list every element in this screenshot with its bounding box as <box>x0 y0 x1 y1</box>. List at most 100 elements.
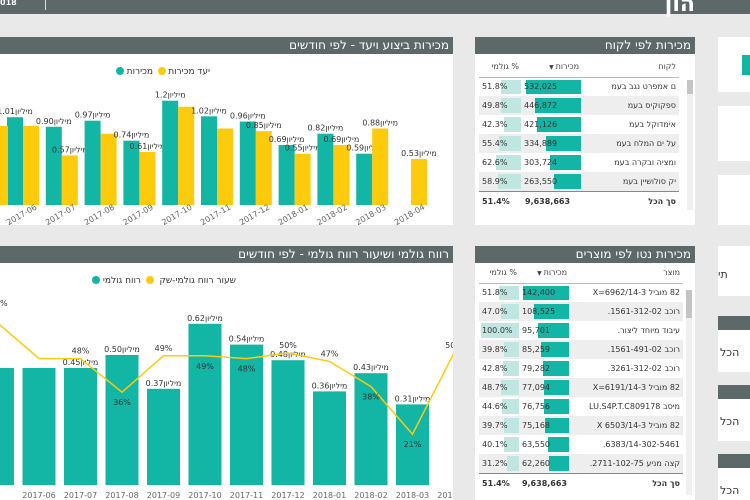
product-name-cell: עיבוד מיוחד ליצור. <box>617 326 680 335</box>
bar-gross-profit-label: 0.54מיליון <box>229 335 265 344</box>
bar-target <box>61 155 78 205</box>
bar-actual <box>201 116 217 205</box>
bar-actual-label: 0.97מיליון <box>75 111 111 120</box>
bar-actual-label: 0.59מיליון <box>346 144 382 153</box>
legend-target-label: יעד מכירות <box>168 67 210 77</box>
sales-cell: 263,550 <box>522 172 582 191</box>
total-sales: 9,638,663 <box>522 190 582 211</box>
column-header-product[interactable]: מוצר <box>570 263 683 284</box>
table-row[interactable]: יק סולושיין בעמ 263,550 58.9% <box>479 172 679 191</box>
gross-pct-value: 51.8% <box>482 82 508 92</box>
sales-value: 108,525 <box>522 307 556 316</box>
gross-pct-value: 55.4% <box>482 139 508 148</box>
gross-pct-cell: 44.6% <box>479 397 520 416</box>
column-header-sales[interactable]: מכירות ▼ <box>522 57 582 78</box>
table-row[interactable]: 82 מוביל X=6962/14-3 142,400 51.8% <box>479 283 683 302</box>
table-row[interactable]: רוכב 1561-491-02. 85,259 39.8% <box>479 340 683 359</box>
gross-pct-value: 51.8% <box>482 288 508 298</box>
legend-target-swatch <box>158 67 166 75</box>
scrollbar-thumb[interactable] <box>687 80 693 94</box>
bar-target-label: 0.85מיליון <box>246 121 282 130</box>
slicer-1[interactable]: תי <box>718 246 750 296</box>
bar-gross-profit <box>230 344 263 485</box>
table-row[interactable]: על ים המלח בעמ 334,889 55.4% <box>479 134 679 153</box>
gross-pct-value: 58.9% <box>482 176 508 186</box>
top-bar: 018 הון <box>0 0 750 17</box>
bar-actual-label: 0.96מיליון <box>230 112 266 121</box>
table-row[interactable]: ספקוקיס בעמ 446,872 49.8% <box>479 96 679 115</box>
bar-gross-profit-label: 0.48מיליון <box>270 350 306 359</box>
bar-actual <box>123 140 140 205</box>
sales-value: 532,025 <box>524 82 558 92</box>
x-tick-label: 2017-08 <box>105 491 138 500</box>
sales-value: 85,259 <box>522 345 550 354</box>
slicer-2[interactable]: הכל <box>718 316 750 372</box>
gross-pct-databar <box>504 342 519 357</box>
bar-target-label: 0.55מיליון <box>285 144 321 153</box>
bar-actual-label: 0.90מיליון <box>36 117 72 126</box>
total-sales: 9,638,663 <box>520 472 570 493</box>
legend-actual-label: מכירות <box>127 67 153 77</box>
table-row[interactable]: אימדוקל בעמ 421,126 42.3% <box>479 115 679 134</box>
bar-gross-profit-label: 0.37מיליון <box>146 379 182 388</box>
bar-gross-profit <box>271 360 305 485</box>
column-header-gross-pct[interactable]: % גולמי <box>479 57 522 78</box>
gross-pct-value: 49.8% <box>482 101 508 110</box>
slicer-4[interactable]: הכל <box>718 454 750 500</box>
kpi-card-2[interactable] <box>718 106 750 161</box>
gross-margin-line <box>0 324 453 436</box>
sales-databar <box>544 399 569 414</box>
bar-actual <box>84 120 101 205</box>
x-tick-label: 2018-03 <box>396 491 429 500</box>
bar-target-label: 0.61מיליון <box>130 142 166 151</box>
column-header-customer[interactable]: לקוח <box>582 57 679 78</box>
customer-name-cell: יק סולושיין בעמ <box>582 172 679 191</box>
sales-value: 142,400 <box>522 288 556 298</box>
table-row[interactable]: רוכב 1561-312-02. 108,525 47.0% <box>479 302 683 321</box>
slicer-4-value: הכל <box>720 484 740 497</box>
gross-pct-databar <box>502 361 519 376</box>
sales-value: 76,756 <box>522 402 550 411</box>
table-row[interactable]: ם אמפרט נגב בעמ 532,025 51.8% <box>479 77 679 96</box>
year-label: 018 <box>0 0 17 7</box>
x-tick-label: 2017-07 <box>44 203 77 225</box>
gross-pct-databar <box>500 79 521 94</box>
table-row[interactable]: מיסב LU.S4P.T.C809178 76,756 44.6% <box>479 397 683 416</box>
sales-databar <box>525 79 581 94</box>
kpi-card-3[interactable] <box>718 175 750 225</box>
product-name-cell: רוכב 1561-312-02. <box>570 302 683 321</box>
slicer-3-value: הכל <box>720 415 740 428</box>
table-row[interactable]: 82 מוביל X=6191/14-3 77,094 48.7% <box>479 378 683 397</box>
sales-cell: 421,126 <box>522 115 582 134</box>
bar-target-label: 0.57מיליון <box>52 145 88 154</box>
table-row[interactable]: 82 מוביל X 6503/14-3 75,168 39.7% <box>479 416 683 435</box>
slicer-3[interactable]: הכל <box>718 385 750 441</box>
sales-cell: 334,889 <box>522 134 582 153</box>
gross-pct-cell: 51.8% <box>479 77 522 96</box>
gross-pct-value: 42.8% <box>482 364 508 373</box>
scrollbar-thumb[interactable] <box>686 290 692 318</box>
sales-databar <box>523 285 569 300</box>
table-row[interactable]: רוכב 3261-312-02. 79,282 42.8% <box>479 359 683 378</box>
gross-pct-cell: 42.8% <box>479 359 520 378</box>
product-name-cell: רוכב 1561-491-02. <box>570 340 683 359</box>
sales-target-chart: מכירות יעד מכירות 1.01מיליון 2017-06 0.90מיל… <box>0 67 437 225</box>
table-row[interactable]: עיבוד מיוחד ליצור. 95,701 100.0% <box>479 321 683 340</box>
table-row[interactable]: קצה מניע 2711-102-75. 62,260 31.2% <box>479 454 683 473</box>
total-gross-pct: 51.4% <box>479 472 520 493</box>
sales-databar <box>537 117 581 132</box>
customer-table-scrollbar[interactable] <box>687 80 693 210</box>
table-row[interactable]: ומציה ובקרה בעמ 303,724 62.6% <box>479 153 679 172</box>
product-table-scrollbar[interactable] <box>686 290 692 495</box>
kpi-card-1[interactable] <box>718 37 750 92</box>
x-tick-label: 2017-11 <box>199 203 232 225</box>
gross-profit-chart-title: רווח גולמי ושיעור רווח גולמי - לפי חודשי… <box>0 246 453 263</box>
table-row[interactable]: 6383/14-302-5461. 63,550 40.1% <box>479 435 683 454</box>
column-header-gross-pct[interactable]: % גולמי <box>479 263 520 284</box>
bar-gross-profit <box>22 368 56 485</box>
column-header-sales[interactable]: מכירות ▼ <box>520 263 570 284</box>
net-sales-by-product-panel: מכירות נטו לפי מוצרים מוצר מכירות ▼ % גו… <box>475 246 695 500</box>
sales-databar <box>548 437 569 452</box>
product-name-cell: 82 מוביל X 6503/14-3 <box>570 416 683 435</box>
sales-value: 95,701 <box>522 326 550 335</box>
